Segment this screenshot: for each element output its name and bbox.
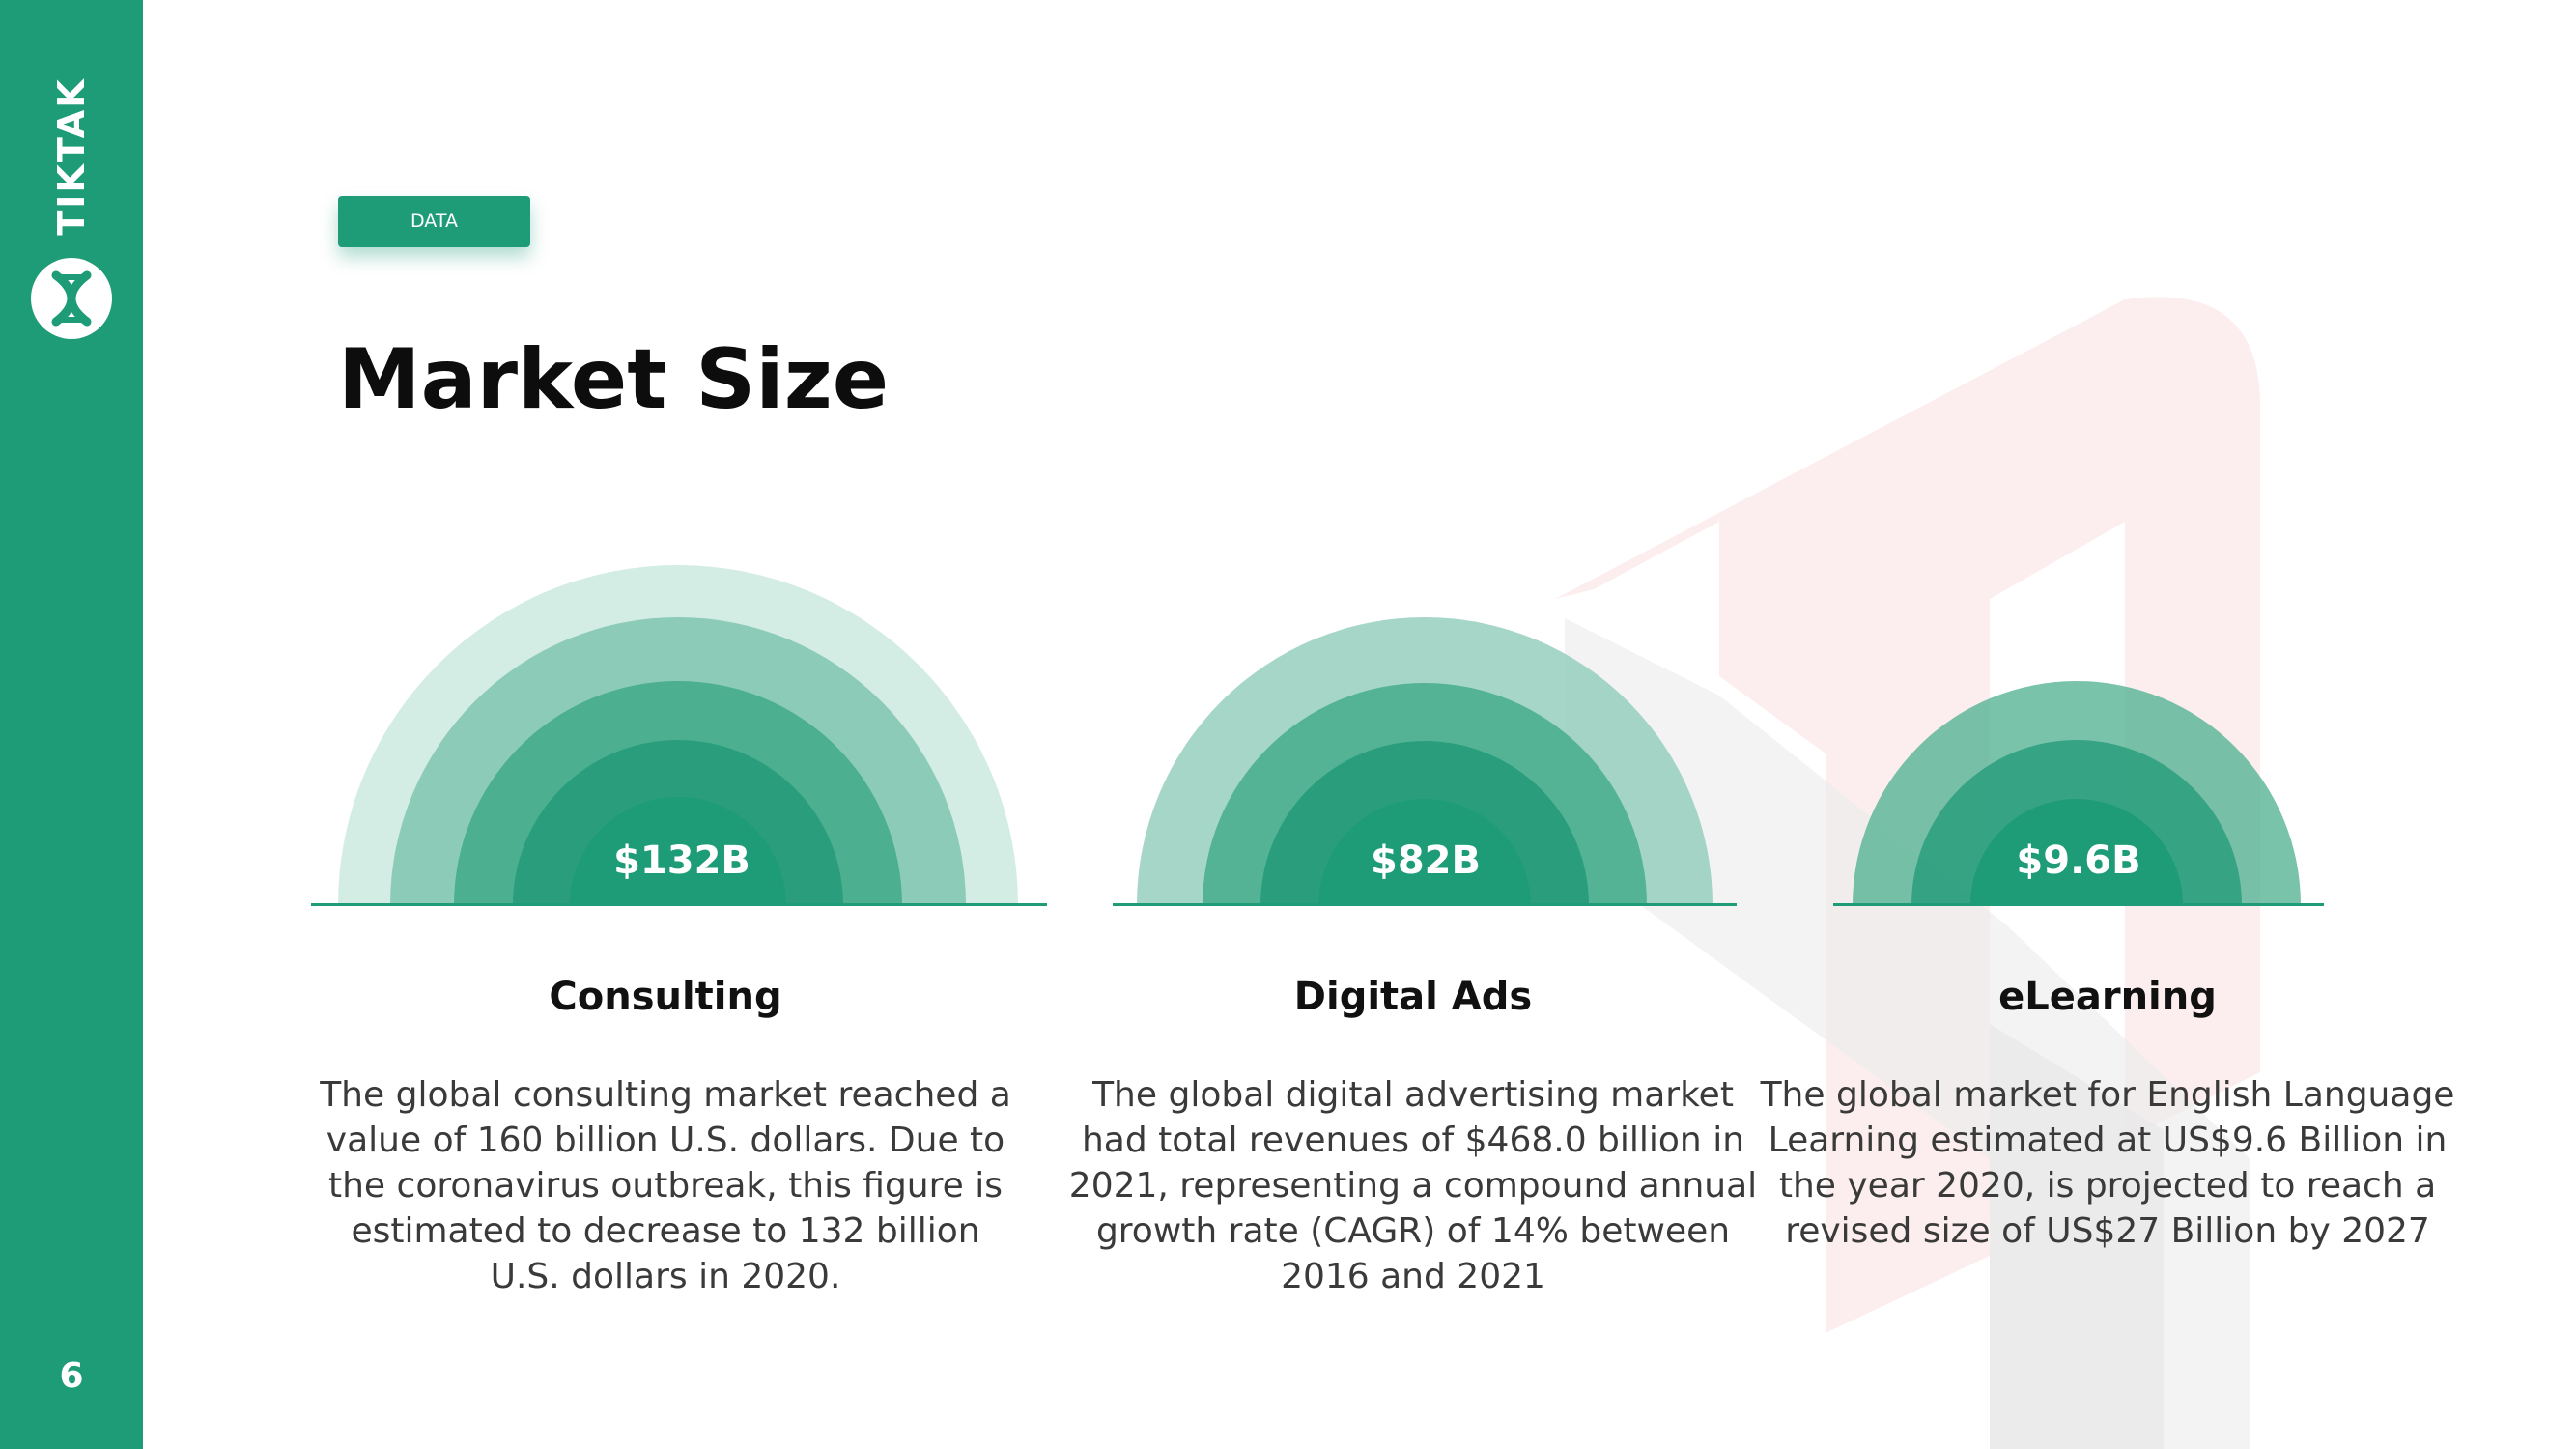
digital-ads-description: The global digital advertising market ha… <box>1068 1075 1758 1296</box>
consulting-value: $132B <box>613 838 750 883</box>
digital-ads-title: Digital Ads <box>1293 975 1533 1019</box>
elearning-baseline <box>1833 903 2324 906</box>
digital-ads-value: $82B <box>1371 838 1481 883</box>
elearning-description: The global market for English Language L… <box>1760 1075 2455 1251</box>
infinity-x-logo-icon <box>31 258 112 339</box>
consulting-description: The global consulting market reached a v… <box>320 1075 1011 1296</box>
sidebar: TIKTAK 6 <box>0 0 143 1449</box>
consulting-baseline <box>311 903 1047 906</box>
consulting-title: Consulting <box>549 975 782 1019</box>
page-title: Market Size <box>338 331 890 428</box>
section-tag-badge: DATA <box>338 196 530 247</box>
elearning-value: $9.6B <box>2016 838 2141 883</box>
elearning-title: eLearning <box>1998 975 2217 1019</box>
digital-ads-baseline <box>1113 903 1737 906</box>
page-number: 6 <box>59 1356 84 1396</box>
